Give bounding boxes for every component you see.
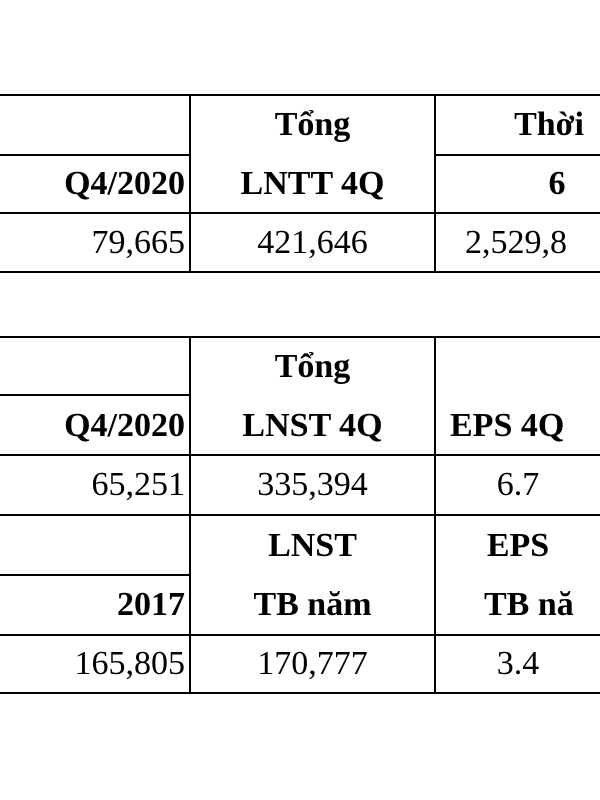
border: [0, 514, 600, 516]
border: [0, 454, 600, 456]
cell: 335,394: [257, 466, 368, 503]
header-cell: EPS: [486, 527, 550, 564]
border: [435, 154, 600, 156]
header-cell: Q4/2020: [64, 165, 185, 202]
header-cell: TB nă: [484, 586, 574, 623]
border: [434, 336, 436, 694]
cell: 65,251: [91, 466, 186, 503]
border: [189, 336, 191, 694]
header-cell: LNTT 4Q: [240, 165, 385, 202]
border: [0, 394, 191, 396]
cell: 165,805: [74, 645, 186, 682]
border: [0, 154, 191, 156]
header-cell: Tổng: [274, 348, 351, 385]
cell: 170,777: [257, 645, 368, 682]
border: [0, 692, 600, 694]
border: [434, 94, 436, 273]
header-cell: Thời: [514, 106, 584, 143]
border: [0, 336, 600, 338]
border: [0, 212, 600, 214]
border: [0, 271, 600, 273]
border: [0, 634, 600, 636]
header-cell: LNST: [268, 527, 357, 564]
cell: 2,529,8: [465, 224, 567, 261]
header-cell: 2017: [117, 586, 185, 623]
cell: 3.4: [496, 645, 540, 682]
header-cell: Tổng: [274, 106, 351, 143]
header-cell: Q4/2020: [64, 407, 185, 444]
border: [0, 94, 600, 96]
header-cell: LNST 4Q: [242, 407, 383, 444]
header-cell: TB năm: [253, 586, 372, 623]
border: [189, 94, 191, 273]
cell: 79,665: [91, 224, 186, 261]
cell: 421,646: [257, 224, 368, 261]
header-cell: 6: [548, 165, 566, 202]
cell: 6.7: [496, 466, 540, 503]
border: [0, 574, 191, 576]
header-cell: EPS 4Q: [450, 407, 565, 444]
